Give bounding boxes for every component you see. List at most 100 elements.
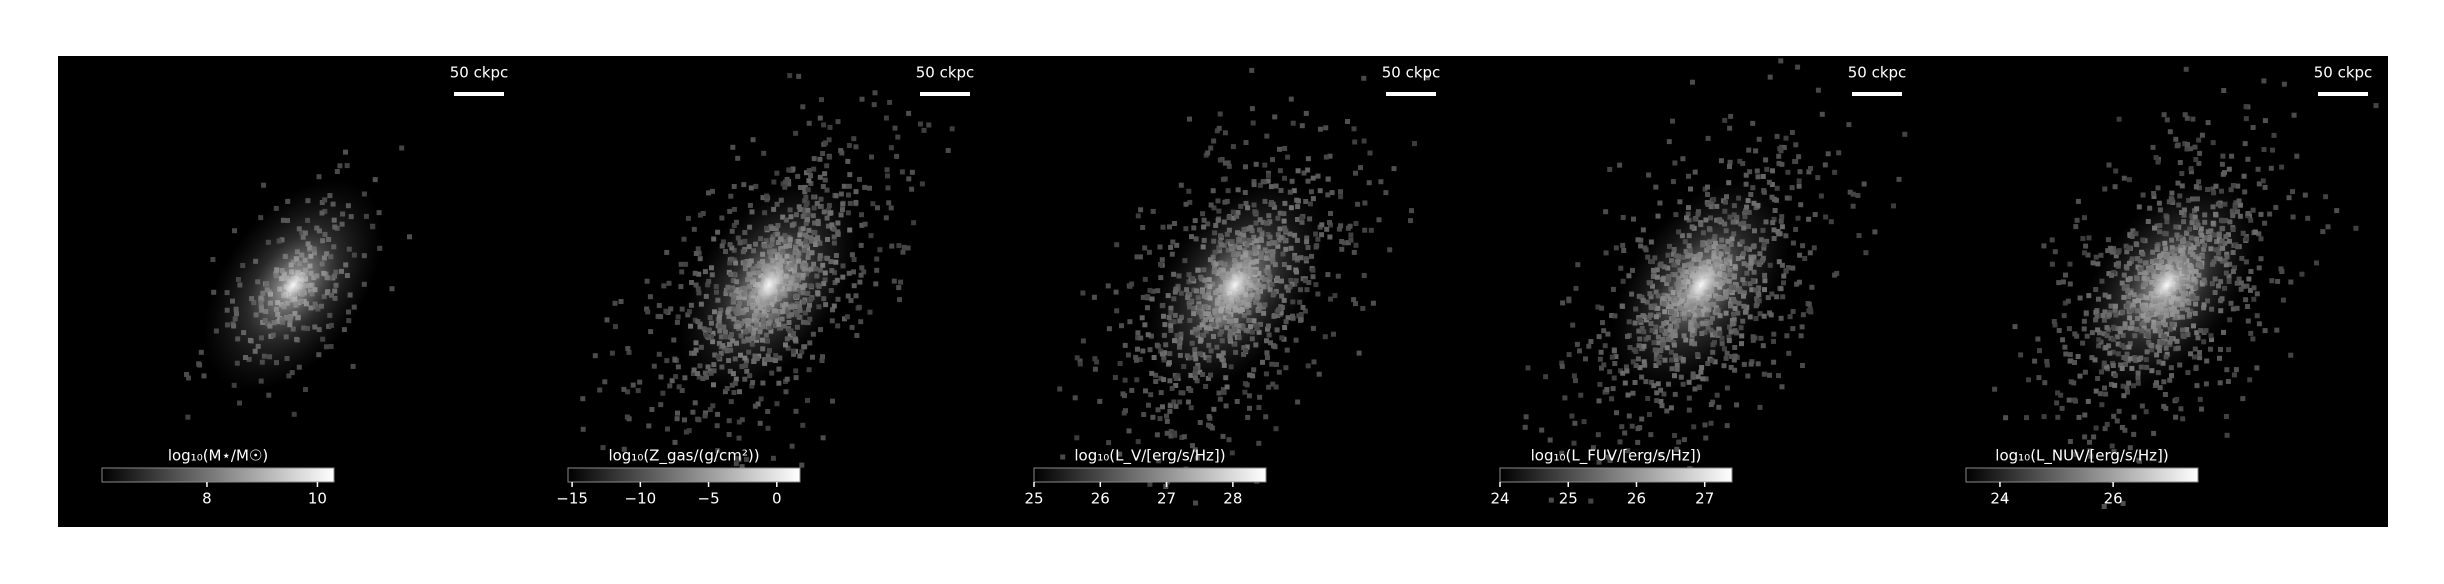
pixel	[1327, 220, 1332, 225]
pixel	[624, 414, 630, 420]
pixel	[2091, 434, 2097, 440]
pixel	[2167, 129, 2173, 135]
pixel	[739, 417, 745, 423]
pixel	[266, 392, 272, 398]
pixel	[1123, 408, 1128, 414]
pixel	[2018, 352, 2024, 358]
pixel	[827, 124, 833, 130]
pixel	[820, 435, 826, 441]
pixel	[1283, 365, 1289, 371]
pixel	[1178, 182, 1184, 188]
pixel	[1603, 209, 1609, 215]
pixel	[1366, 180, 1372, 186]
pixel	[1119, 323, 1124, 329]
pixel	[1781, 273, 1787, 279]
pixel	[2035, 336, 2041, 342]
pixel	[2353, 225, 2359, 231]
pixel	[1057, 386, 1063, 392]
pixel	[1795, 64, 1801, 70]
galaxy-glow	[679, 178, 859, 392]
pixel	[1570, 322, 1576, 328]
pixel	[776, 380, 782, 386]
pixel	[2222, 170, 2227, 176]
pixel	[316, 174, 322, 180]
colorbar-label: log₁₀(L_FUV/[erg/s/Hz])	[1531, 447, 1702, 466]
pixel	[758, 396, 764, 402]
pixel	[1164, 430, 1170, 436]
pixel	[1774, 185, 1780, 191]
pixel	[681, 236, 687, 242]
pixel	[2220, 153, 2226, 159]
pixel	[1345, 119, 1350, 124]
pixel	[1251, 367, 1257, 373]
pixel	[760, 380, 766, 386]
pixel	[887, 99, 893, 105]
pixel	[2087, 439, 2092, 445]
pixel	[669, 378, 675, 384]
pixel	[1891, 203, 1896, 209]
pixel	[2063, 272, 2068, 278]
pixel	[1780, 294, 1786, 300]
pixel	[674, 319, 680, 325]
pixel	[2072, 331, 2078, 337]
pixel	[350, 363, 356, 369]
pixel	[1596, 334, 1602, 340]
pixel	[748, 185, 754, 191]
pixel	[683, 429, 689, 435]
pixel	[1148, 392, 1154, 398]
pixel	[1597, 381, 1603, 387]
pixel	[2085, 252, 2091, 258]
pixel	[868, 233, 874, 239]
pixel	[859, 212, 864, 218]
pixel	[1793, 227, 1799, 232]
pixel	[664, 249, 670, 255]
pixel	[1147, 287, 1153, 293]
pixel	[710, 188, 715, 194]
pixel	[1250, 373, 1256, 379]
pixel	[1159, 257, 1165, 263]
pixel	[2262, 184, 2268, 190]
pixel	[407, 234, 412, 240]
pixel	[2037, 348, 2042, 354]
pixel	[1347, 223, 1353, 229]
pixel	[819, 358, 825, 363]
pixel	[2041, 414, 2047, 420]
pixel	[1800, 312, 1806, 318]
pixel	[1668, 405, 1674, 411]
pixel	[2208, 346, 2213, 352]
pixel	[1273, 426, 1279, 432]
pixel	[2102, 426, 2108, 432]
pixel	[735, 155, 741, 161]
pixel	[1285, 154, 1291, 160]
pixel	[343, 149, 348, 155]
pixel	[1620, 278, 1626, 284]
pixel	[2122, 427, 2128, 433]
pixel	[895, 134, 901, 140]
pixel	[692, 400, 698, 406]
pixel	[1391, 166, 1397, 172]
pixel	[1666, 139, 1672, 145]
pixel	[1256, 440, 1262, 446]
pixel	[1758, 335, 1764, 341]
pixel	[1727, 125, 1733, 131]
pixel	[1686, 173, 1691, 179]
pixel	[1408, 218, 1413, 224]
pixel	[726, 418, 732, 424]
colorbar-label: log₁₀(M⋆/M☉)	[168, 447, 268, 465]
pixel	[2071, 380, 2077, 386]
pixel	[2032, 358, 2038, 364]
pixel	[1226, 437, 1232, 443]
pixel	[2197, 355, 2203, 361]
pixel	[1325, 176, 1331, 182]
pixel	[1774, 133, 1780, 139]
pixel	[1368, 227, 1374, 233]
pixel	[715, 411, 721, 417]
pixel	[710, 403, 716, 409]
pixel	[2233, 367, 2239, 373]
pixel	[1338, 194, 1344, 200]
pixel	[683, 261, 689, 267]
pixel	[2003, 415, 2009, 421]
pixel	[1625, 392, 1631, 398]
pixel	[630, 382, 636, 388]
